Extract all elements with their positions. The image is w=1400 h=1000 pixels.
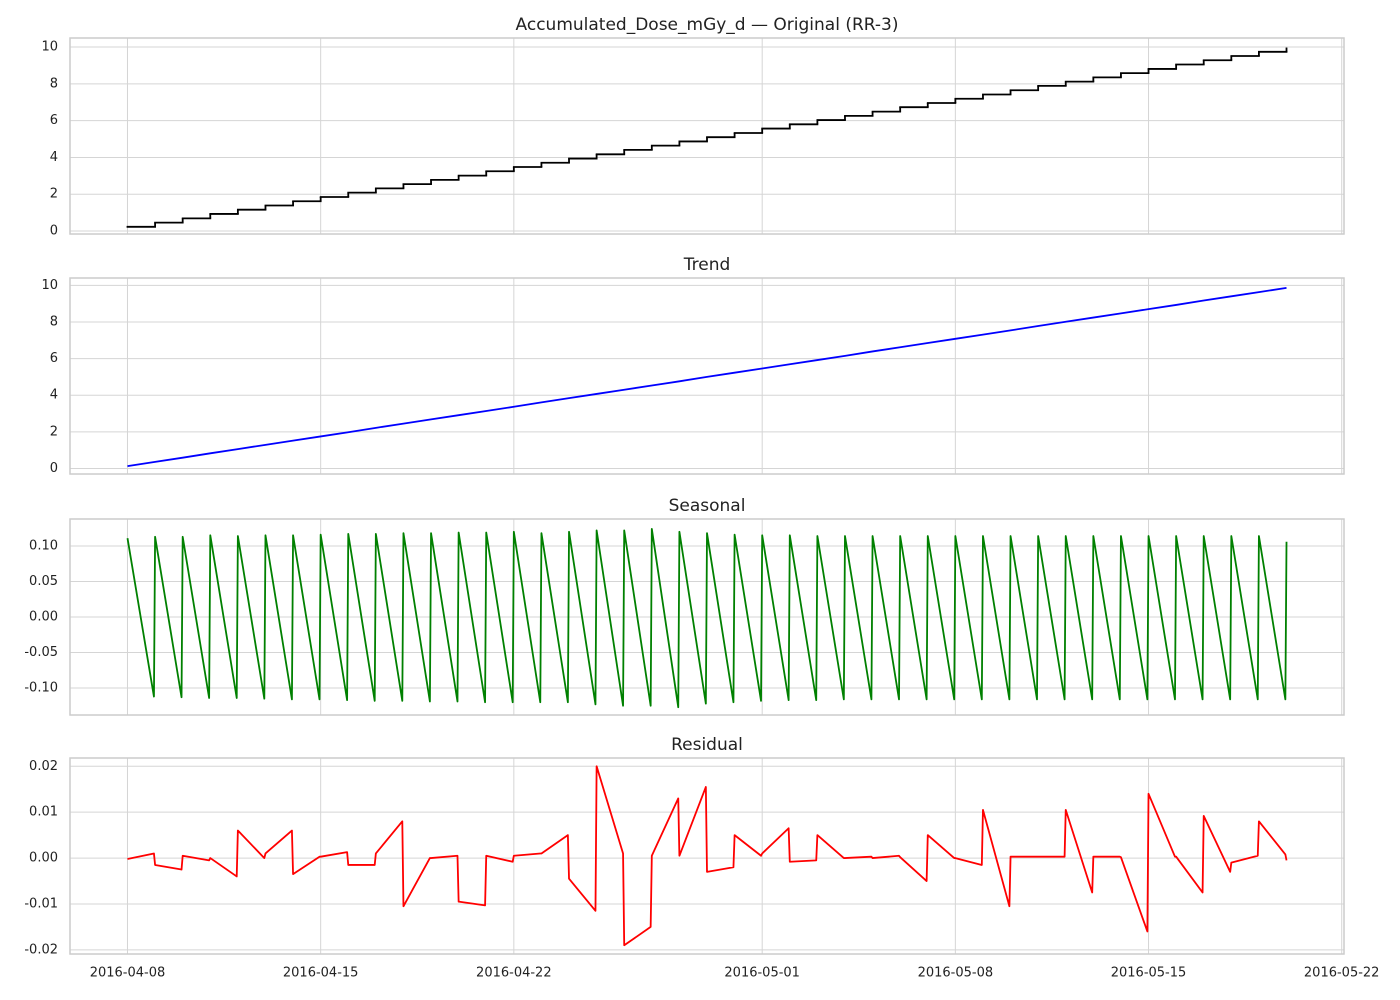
series-line [127,287,1287,468]
x-tick-label: 2016-05-08 [918,966,994,981]
x-tick-label: 2016-05-22 [1304,966,1380,981]
series-line [127,765,1288,947]
plot-frame [69,37,1345,235]
y-tick-label: 2 [50,424,58,439]
y-tick-label: 10 [41,278,58,293]
y-tick-label: 0 [50,224,58,239]
subplot-title: Seasonal [669,496,746,516]
y-tick-label: -0.05 [24,645,58,660]
y-tick-label: -0.10 [24,681,58,696]
subplot-title: Accumulated_Dose_mGy_d — Original (RR-3) [516,15,899,35]
y-tick-label: 6 [50,351,58,366]
y-tick-label: 6 [50,113,58,128]
y-tick-label: 10 [41,40,58,55]
x-tick-label: 2016-05-15 [1111,966,1187,981]
y-tick-label: 2 [50,187,58,202]
y-tick-label: 4 [50,388,58,403]
y-tick-label: 0.00 [29,851,58,866]
x-tick-label: 2016-04-15 [283,966,359,981]
y-tick-label: -0.02 [24,942,58,957]
y-tick-label: 0.01 [29,805,58,820]
y-tick-label: 0.10 [29,538,58,553]
plot-frame [69,518,1345,716]
x-tick-label: 2016-04-08 [90,966,166,981]
y-tick-label: 8 [50,76,58,91]
y-tick-label: 0.02 [29,759,58,774]
y-tick-label: 0 [50,461,58,476]
y-tick-label: -0.01 [24,896,58,911]
y-tick-label: 0.05 [29,574,58,589]
plot-frame [69,757,1345,955]
series-line [126,528,1288,709]
y-tick-label: 8 [50,314,58,329]
x-tick-label: 2016-04-22 [476,966,552,981]
y-tick-label: 4 [50,150,58,165]
y-tick-label: 0.00 [29,610,58,625]
x-tick-label: 2016-05-01 [724,966,800,981]
plot-frame [69,277,1345,475]
subplot-title: Trend [683,255,731,275]
subplot-title: Residual [671,735,743,755]
